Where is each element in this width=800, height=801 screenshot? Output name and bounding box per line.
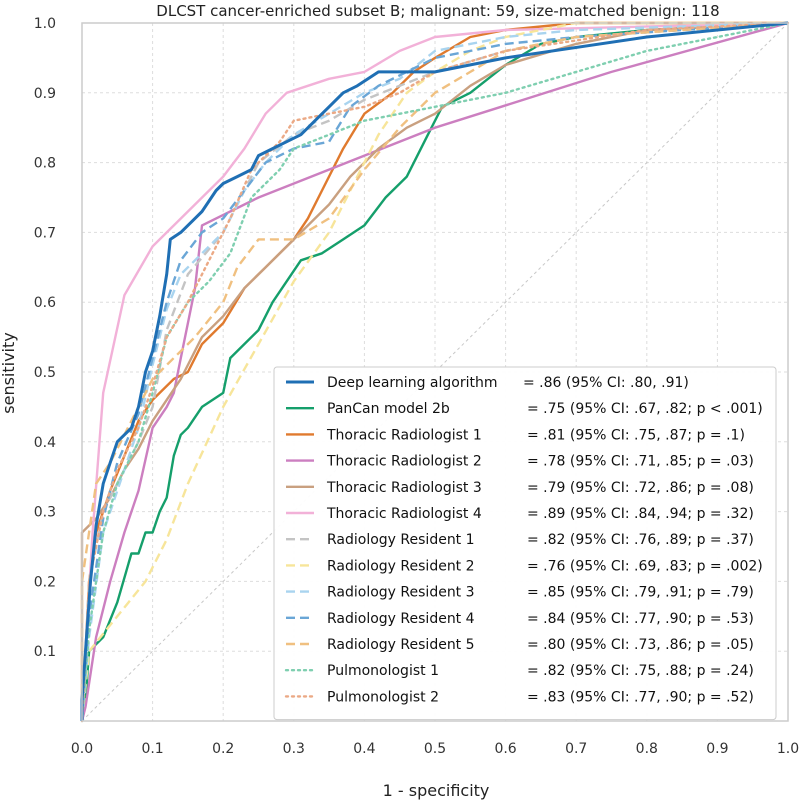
y-tick-label: 0.7 bbox=[34, 225, 56, 241]
legend-stats: = .75 (95% CI: .67, .82; p < .001) bbox=[527, 401, 763, 417]
y-tick-label: 0.5 bbox=[34, 365, 56, 381]
x-tick-label: 0.5 bbox=[424, 741, 446, 757]
y-tick-label: 0.2 bbox=[34, 574, 56, 590]
series-line-8 bbox=[80, 21, 788, 722]
legend-label: Thoracic Radiologist 2 bbox=[326, 454, 482, 470]
series-line-10 bbox=[80, 21, 789, 722]
x-tick-label: 0.7 bbox=[565, 741, 587, 757]
x-tick-label: 0.0 bbox=[71, 741, 93, 757]
legend: Deep learning algorithm = .86 (95% CI: .8… bbox=[273, 366, 777, 721]
x-tick-label: 0.4 bbox=[353, 741, 375, 757]
legend-box bbox=[273, 366, 777, 721]
series-line-13 bbox=[80, 21, 790, 723]
x-axis-label: 1 - specificity bbox=[383, 781, 490, 800]
legend-stats: = .78 (95% CI: .71, .85; p = .03) bbox=[527, 454, 754, 470]
x-tick-label: 0.2 bbox=[212, 741, 234, 757]
series-line-9 bbox=[80, 21, 789, 722]
legend-stats: = .89 (95% CI: .84, .94; p = .32) bbox=[527, 506, 754, 522]
legend-label: Radiology Resident 1 bbox=[327, 532, 475, 548]
x-tick-label: 0.3 bbox=[283, 741, 305, 757]
series-line-6 bbox=[80, 21, 789, 722]
legend-stats: = .85 (95% CI: .79, .91; p = .79) bbox=[527, 585, 754, 601]
legend-label: Deep learning algorithm bbox=[327, 375, 497, 391]
series-line-2 bbox=[80, 21, 789, 722]
legend-stats: = .82 (95% CI: .75, .88; p = .24) bbox=[527, 663, 754, 679]
x-tick-label: 0.1 bbox=[141, 741, 163, 757]
legend-stats: = .76 (95% CI: .69, .83; p = .002) bbox=[527, 558, 763, 574]
series-line-12 bbox=[80, 21, 790, 723]
legend-stats: = .79 (95% CI: .72, .86; p = .08) bbox=[527, 480, 754, 496]
series-line-1 bbox=[80, 21, 789, 721]
plot-frame bbox=[81, 22, 789, 722]
legend-label: Radiology Resident 4 bbox=[327, 611, 475, 627]
series-line-4 bbox=[80, 21, 789, 722]
legend-label: Radiology Resident 3 bbox=[327, 585, 475, 601]
x-axis-ticks: 0.0 0.1 0.2 0.3 0.4 0.5 0.6 0.7 0.8 0.9 1.0 bbox=[71, 741, 799, 757]
legend-label: PanCan model 2b bbox=[327, 401, 450, 417]
x-tick-label: 0.6 bbox=[494, 741, 516, 757]
legend-label: Radiology Resident 2 bbox=[327, 558, 475, 574]
legend-stats: = .86 (95% CI: .80, .91) bbox=[523, 375, 689, 391]
y-axis-ticks: 0.1 0.2 0.3 0.4 0.5 0.6 0.7 0.8 0.9 1.0 bbox=[34, 16, 56, 660]
roc-curves bbox=[80, 21, 790, 723]
legend-label: Radiology Resident 5 bbox=[327, 637, 475, 653]
chart-title: DLCST cancer-enriched subset B; malignan… bbox=[156, 2, 719, 20]
legend-label: Thoracic Radiologist 3 bbox=[326, 480, 482, 496]
legend-stats: = .82 (95% CI: .76, .89; p = .37) bbox=[527, 532, 754, 548]
legend-stats: = .80 (95% CI: .73, .86; p = .05) bbox=[527, 637, 754, 653]
legend-stats: = .81 (95% CI: .75, .87; p = .1) bbox=[527, 427, 745, 443]
legend-stats: = .83 (95% CI: .77, .90; p = .52) bbox=[527, 689, 754, 705]
y-tick-label: 1.0 bbox=[34, 16, 56, 32]
x-tick-label: 0.9 bbox=[706, 741, 728, 757]
y-tick-label: 0.4 bbox=[34, 435, 56, 451]
y-tick-label: 0.8 bbox=[34, 156, 56, 172]
y-tick-label: 0.9 bbox=[34, 86, 56, 102]
legend-label: Thoracic Radiologist 4 bbox=[326, 506, 482, 522]
x-tick-label: 1.0 bbox=[777, 741, 799, 757]
y-tick-label: 0.1 bbox=[34, 644, 56, 660]
legend-label: Pulmonologist 2 bbox=[327, 689, 439, 705]
legend-label: Thoracic Radiologist 1 bbox=[326, 427, 482, 443]
x-tick-label: 0.8 bbox=[636, 741, 658, 757]
legend-label: Pulmonologist 1 bbox=[327, 663, 439, 679]
y-tick-label: 0.6 bbox=[34, 295, 56, 311]
y-axis-label: sensitivity bbox=[0, 332, 18, 413]
y-tick-label: 0.3 bbox=[34, 505, 56, 521]
legend-stats: = .84 (95% CI: .77, .90; p = .53) bbox=[527, 611, 754, 627]
